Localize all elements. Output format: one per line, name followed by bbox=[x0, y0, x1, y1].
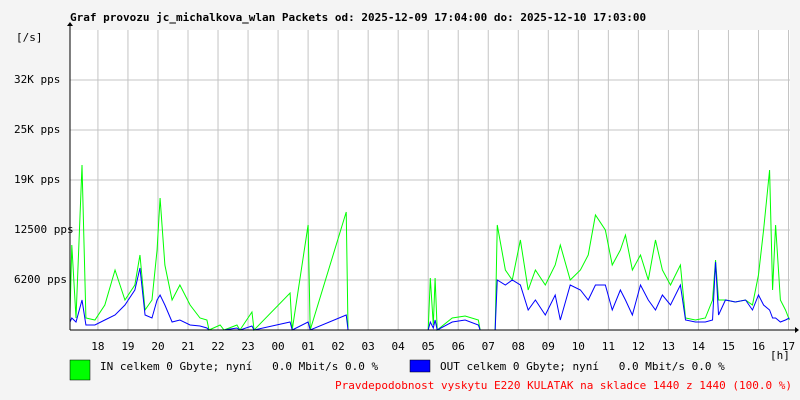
x-tick-label: 16 bbox=[752, 340, 765, 353]
x-tick-label: 02 bbox=[331, 340, 344, 353]
legend-swatch bbox=[409, 359, 431, 373]
y-tick-label: 6200 pps bbox=[14, 273, 67, 286]
legend-swatch bbox=[69, 359, 91, 381]
x-tick-label: 10 bbox=[572, 340, 585, 353]
x-axis-arrow bbox=[795, 327, 799, 333]
x-tick-label: 11 bbox=[602, 340, 615, 353]
x-tick-label: 14 bbox=[692, 340, 706, 353]
x-tick-label: 19 bbox=[121, 340, 134, 353]
x-tick-label: 23 bbox=[241, 340, 254, 353]
x-tick-label: 04 bbox=[392, 340, 406, 353]
y-tick-label: 32K pps bbox=[14, 73, 60, 86]
x-tick-label: 22 bbox=[211, 340, 224, 353]
y-tick-label: 25K pps bbox=[14, 123, 60, 136]
x-tick-label: 09 bbox=[542, 340, 555, 353]
x-tick-label: 21 bbox=[181, 340, 194, 353]
x-tick-label: 17 bbox=[782, 340, 795, 353]
y-axis-arrow bbox=[67, 22, 73, 26]
chart-title: Graf provozu jc_michalkova_wlan Packets … bbox=[70, 11, 646, 24]
x-tick-label: 03 bbox=[362, 340, 375, 353]
x-tick-label: 13 bbox=[662, 340, 675, 353]
x-tick-label: 12 bbox=[632, 340, 645, 353]
x-tick-label: 06 bbox=[452, 340, 465, 353]
x-axis-label: [h] bbox=[770, 349, 790, 362]
legend-label: IN celkem 0 Gbyte; nyní 0.0 Mbit/s 0.0 % bbox=[100, 360, 379, 373]
x-tick-label: 08 bbox=[512, 340, 525, 353]
y-tick-label: 19K pps bbox=[14, 173, 60, 186]
x-tick-label: 05 bbox=[422, 340, 435, 353]
x-tick-label: 20 bbox=[151, 340, 164, 353]
y-axis-label: [/s] bbox=[16, 31, 43, 44]
x-tick-label: 00 bbox=[271, 340, 284, 353]
legend-label: OUT celkem 0 Gbyte; nyní 0.0 Mbit/s 0.0 … bbox=[440, 360, 725, 373]
x-tick-label: 15 bbox=[722, 340, 735, 353]
x-tick-label: 07 bbox=[482, 340, 495, 353]
x-tick-label: 01 bbox=[301, 340, 314, 353]
y-tick-label: 12500 pps bbox=[14, 223, 74, 236]
annotation: Pravdepodobnost vyskytu E220 KULATAK na … bbox=[335, 379, 792, 392]
x-tick-label: 18 bbox=[91, 340, 104, 353]
